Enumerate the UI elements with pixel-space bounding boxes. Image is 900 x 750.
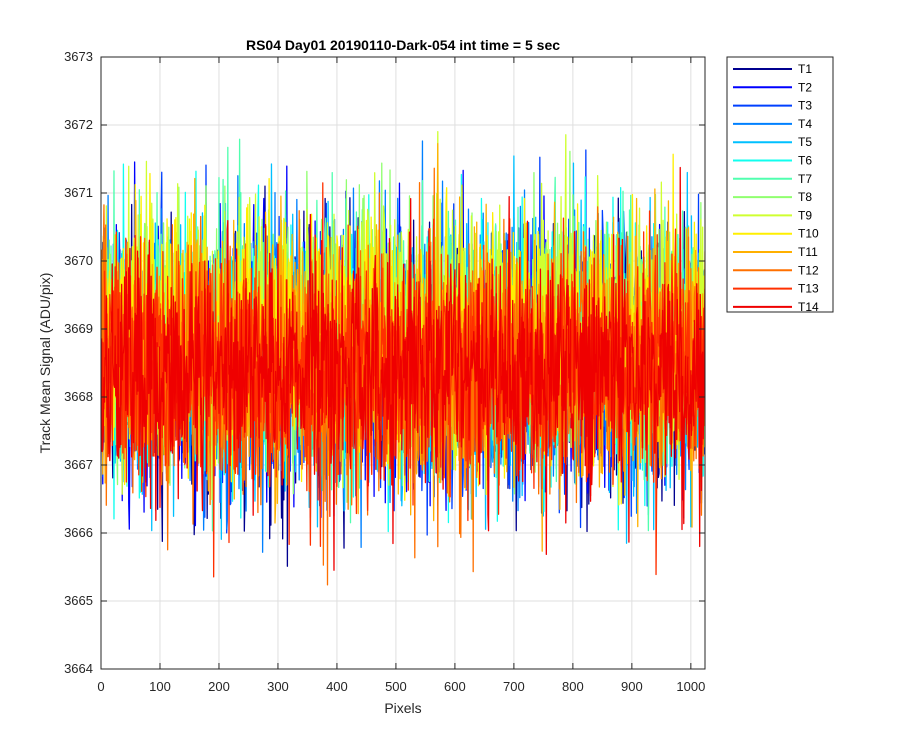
legend-item-t10: T10 (733, 227, 819, 241)
legend: T1 T2 T3 T4 T5 T6 T7 T8 T9 T10 T11 T12 T13 T14 (726, 56, 834, 314)
y-tick-label: 3664 (64, 661, 93, 676)
y-tick-label: 3666 (64, 525, 93, 540)
x-tick-label: 1000 (676, 679, 705, 694)
x-tick-label: 500 (385, 679, 407, 694)
x-tick-label: 900 (621, 679, 643, 694)
legend-label: T11 (798, 245, 818, 259)
legend-item-t8: T8 (733, 190, 812, 204)
series-line-t14 (101, 166, 705, 571)
legend-label: T7 (798, 172, 812, 186)
legend-label: T4 (798, 117, 812, 131)
legend-label: T12 (798, 263, 819, 277)
legend-label: T2 (798, 80, 812, 94)
x-tick-label: 600 (444, 679, 466, 694)
x-tick-label: 300 (267, 679, 289, 694)
y-tick-label: 3665 (64, 593, 93, 608)
legend-label: T6 (798, 154, 812, 168)
series-lines (101, 130, 705, 586)
y-tick-label: 3668 (64, 389, 93, 404)
x-tick-label: 700 (503, 679, 525, 694)
y-tick-label: 3667 (64, 457, 93, 472)
legend-item-t3: T3 (733, 99, 812, 113)
legend-label: T1 (798, 62, 812, 76)
legend-item-t7: T7 (733, 172, 812, 186)
y-tick-label: 3672 (64, 117, 93, 132)
x-tick-label: 0 (97, 679, 104, 694)
x-tick-label: 800 (562, 679, 584, 694)
legend-label: T8 (798, 190, 812, 204)
y-tick-label: 3671 (64, 185, 93, 200)
legend-item-t2: T2 (733, 80, 812, 94)
chart-title: RS04 Day01 20190110-Dark-054 int time = … (246, 37, 560, 53)
y-tick-labels: 3664 3665 3666 3667 3668 3669 3670 3671 3672 3673 (64, 49, 93, 676)
plot-area-frame (100, 56, 706, 670)
legend-item-t9: T9 (733, 208, 812, 222)
tick-marks (100, 56, 705, 670)
legend-item-t14: T14 (733, 300, 819, 314)
legend-label: T9 (798, 208, 812, 222)
legend-label: T3 (798, 99, 812, 113)
x-tick-label: 400 (326, 679, 348, 694)
legend-item-t1: T1 (733, 62, 812, 76)
y-axis-label: Track Mean Signal (ADU/pix) (37, 273, 53, 454)
x-tick-label: 200 (208, 679, 230, 694)
legend-item-t6: T6 (733, 154, 812, 168)
legend-item-t4: T4 (733, 117, 812, 131)
legend-item-t11: T11 (733, 245, 818, 259)
y-tick-label: 3669 (64, 321, 93, 336)
y-tick-label: 3670 (64, 253, 93, 268)
legend-label: T14 (798, 300, 819, 314)
legend-item-t13: T13 (733, 282, 819, 296)
legend-label: T10 (798, 227, 819, 241)
x-axis-label: Pixels (384, 700, 421, 716)
legend-label: T5 (798, 135, 812, 149)
y-tick-label: 3673 (64, 49, 93, 64)
x-tick-label: 100 (149, 679, 171, 694)
legend-label: T13 (798, 282, 819, 296)
legend-item-t12: T12 (733, 263, 819, 277)
x-tick-labels: 0 100 200 300 400 500 600 700 800 900 1000 (97, 679, 705, 694)
legend-item-t5: T5 (733, 135, 812, 149)
